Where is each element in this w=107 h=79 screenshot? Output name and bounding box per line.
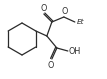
Text: OH: OH: [69, 47, 81, 56]
Text: O: O: [40, 4, 47, 13]
Text: Et: Et: [76, 19, 84, 25]
Text: O: O: [48, 61, 54, 70]
Text: O: O: [61, 6, 68, 15]
